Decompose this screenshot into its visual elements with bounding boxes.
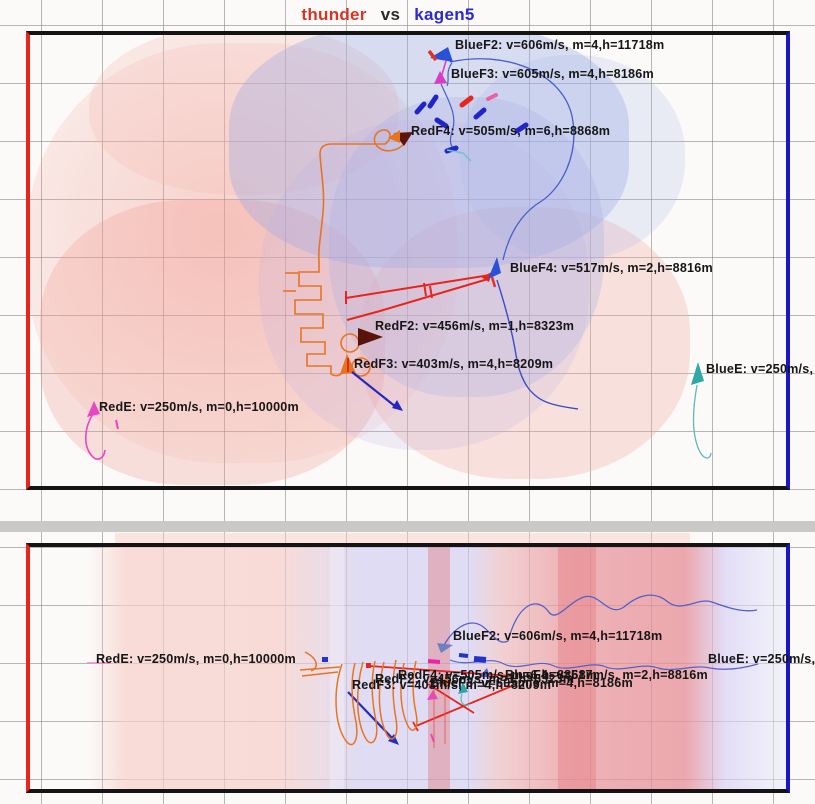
redf3-label-side: RedF3: v=403m/s, m=4,h=8209m	[352, 678, 552, 692]
bluef2-label-side: BlueF2: v=606m/s, m=4,h=11718m	[453, 629, 663, 643]
panel-divider	[0, 521, 815, 532]
top-panel-plan-view	[26, 31, 790, 490]
bottom-panel-side-view	[26, 543, 790, 793]
redf2-label: RedF2: v=456m/s, m=1,h=8323m	[375, 319, 575, 333]
vs-text: vs	[380, 5, 401, 24]
bluef4-label: BlueF4: v=517m/s, m=2,h=8816m	[510, 261, 713, 275]
rede-label: RedE: v=250m/s, m=0,h=10000m	[99, 400, 299, 414]
redf4-label: RedF4: v=505m/s, m=6,h=8868m	[411, 124, 611, 138]
bluef3-label: BlueF3: v=605m/s, m=4,h=8186m	[451, 67, 654, 81]
rede-label-side: RedE: v=250m/s, m=0,h=10000m	[96, 652, 296, 666]
red-team-name: thunder	[301, 5, 367, 24]
blue-team-name: kagen5	[414, 5, 475, 24]
match-title: thunder vs kagen5	[0, 5, 776, 25]
bluee-label-side: BlueE: v=250m/s, m=0,h=10000m	[708, 652, 815, 666]
bluef2-label: BlueF2: v=606m/s, m=4,h=11718m	[455, 38, 665, 52]
redf3-label: RedF3: v=403m/s, m=4,h=8209m	[354, 357, 554, 371]
bluee-label: BlueE: v=250m/s, m=0,h=10000m	[706, 362, 815, 376]
zone-bleed-strip	[115, 533, 690, 543]
